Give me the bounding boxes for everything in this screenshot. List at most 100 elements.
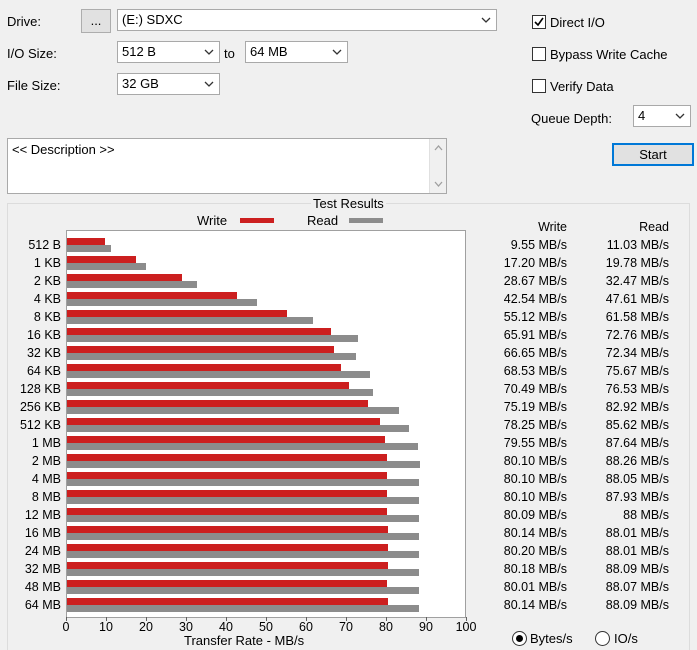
x-tick-mark: [426, 617, 427, 621]
read-bar: [67, 587, 420, 594]
write-value: 65.91 MB/s: [503, 328, 567, 342]
category-label: 1 KB: [33, 256, 61, 270]
category-label: 1 MB: [31, 436, 61, 450]
write-bar: [67, 580, 388, 587]
read-value: 87.93 MB/s: [605, 490, 669, 504]
read-value: 88.09 MB/s: [605, 562, 669, 576]
read-bar: [67, 533, 420, 540]
direct-io-checkbox[interactable]: [532, 15, 546, 29]
write-bar: [67, 526, 388, 533]
x-tick-label: 20: [139, 620, 153, 634]
read-bar: [67, 299, 258, 306]
category-label: 48 MB: [24, 580, 61, 594]
bytes-per-sec-label[interactable]: Bytes/s: [530, 631, 573, 646]
bytes-per-sec-radio[interactable]: [512, 631, 527, 646]
category-label: 2 MB: [31, 454, 61, 468]
bypass-write-cache-checkbox[interactable]: [532, 47, 546, 61]
write-bar: [67, 598, 388, 605]
verify-data-checkbox[interactable]: [532, 79, 546, 93]
read-bar: [67, 443, 418, 450]
category-label: 32 MB: [24, 562, 61, 576]
read-value: 88.01 MB/s: [605, 544, 669, 558]
write-bar: [67, 490, 388, 497]
chevron-down-icon: [481, 17, 491, 23]
x-tick-mark: [466, 617, 467, 621]
verify-data-label[interactable]: Verify Data: [550, 79, 614, 94]
io-size-to-select[interactable]: 64 MB: [245, 41, 348, 63]
transfer-rate-chart: [66, 230, 466, 618]
x-tick-label: 70: [339, 620, 353, 634]
read-bar: [67, 497, 419, 504]
x-tick-label: 60: [299, 620, 313, 634]
write-value: 80.10 MB/s: [503, 490, 567, 504]
x-tick-mark: [226, 617, 227, 621]
write-value: 80.18 MB/s: [503, 562, 567, 576]
category-label: 8 MB: [31, 490, 61, 504]
x-tick-label: 30: [179, 620, 193, 634]
read-value: 88.26 MB/s: [605, 454, 669, 468]
drive-select-value: (E:) SDXC: [122, 12, 183, 27]
read-bar: [67, 425, 410, 432]
file-size-select[interactable]: 32 GB: [117, 73, 220, 95]
io-per-sec-label[interactable]: IO/s: [614, 631, 638, 646]
read-value: 88.01 MB/s: [605, 526, 669, 540]
write-value: 28.67 MB/s: [503, 274, 567, 288]
scroll-down-icon: [434, 181, 443, 187]
write-bar: [67, 418, 380, 425]
start-button[interactable]: Start: [612, 143, 694, 166]
x-tick-label: 10: [99, 620, 113, 634]
read-bar: [67, 281, 197, 288]
x-tick-label: 90: [419, 620, 433, 634]
read-value: 72.34 MB/s: [605, 346, 669, 360]
chevron-down-icon: [332, 49, 342, 55]
category-label: 512 KB: [19, 418, 61, 432]
x-tick-mark: [346, 617, 347, 621]
file-size-label: File Size:: [7, 78, 61, 93]
io-size-from-select[interactable]: 512 B: [117, 41, 220, 63]
description-textarea[interactable]: << Description >>: [7, 138, 447, 194]
read-bar: [67, 245, 112, 252]
write-value: 78.25 MB/s: [503, 418, 567, 432]
read-value: 88 MB/s: [623, 508, 669, 522]
write-value: 80.20 MB/s: [503, 544, 567, 558]
io-per-sec-radio[interactable]: [595, 631, 610, 646]
io-size-to-value: 64 MB: [250, 44, 288, 59]
write-value: 55.12 MB/s: [503, 310, 567, 324]
write-value: 80.10 MB/s: [503, 472, 567, 486]
drive-browse-button[interactable]: ...: [81, 9, 111, 33]
category-label: 4 MB: [31, 472, 61, 486]
read-bar: [67, 461, 421, 468]
write-bar: [67, 292, 238, 299]
x-tick-mark: [266, 617, 267, 621]
x-tick-mark: [66, 617, 67, 621]
direct-io-label[interactable]: Direct I/O: [550, 15, 605, 30]
x-tick-label: 40: [219, 620, 233, 634]
read-bar: [67, 569, 420, 576]
read-bar: [67, 335, 359, 342]
x-tick-label: 0: [62, 620, 70, 634]
read-value: 19.78 MB/s: [605, 256, 669, 270]
write-value: 79.55 MB/s: [503, 436, 567, 450]
write-value: 66.65 MB/s: [503, 346, 567, 360]
bypass-write-cache-label[interactable]: Bypass Write Cache: [550, 47, 668, 62]
read-value: 72.76 MB/s: [605, 328, 669, 342]
write-bar: [67, 310, 288, 317]
write-value: 42.54 MB/s: [503, 292, 567, 306]
category-label: 2 KB: [33, 274, 61, 288]
queue-depth-select[interactable]: 4: [633, 105, 691, 127]
write-bar: [67, 400, 368, 407]
read-value: 32.47 MB/s: [605, 274, 669, 288]
read-value: 61.58 MB/s: [605, 310, 669, 324]
description-scrollbar[interactable]: [429, 139, 446, 193]
scroll-up-icon: [434, 145, 443, 151]
write-bar: [67, 544, 388, 551]
write-value: 68.53 MB/s: [503, 364, 567, 378]
write-value: 75.19 MB/s: [503, 400, 567, 414]
x-tick-label: 100: [455, 620, 477, 634]
category-label: 32 KB: [26, 346, 61, 360]
read-value: 47.61 MB/s: [605, 292, 669, 306]
drive-select[interactable]: (E:) SDXC: [117, 9, 497, 31]
x-tick-label: 50: [259, 620, 273, 634]
write-value: 80.14 MB/s: [503, 526, 567, 540]
read-value: 88.07 MB/s: [605, 580, 669, 594]
